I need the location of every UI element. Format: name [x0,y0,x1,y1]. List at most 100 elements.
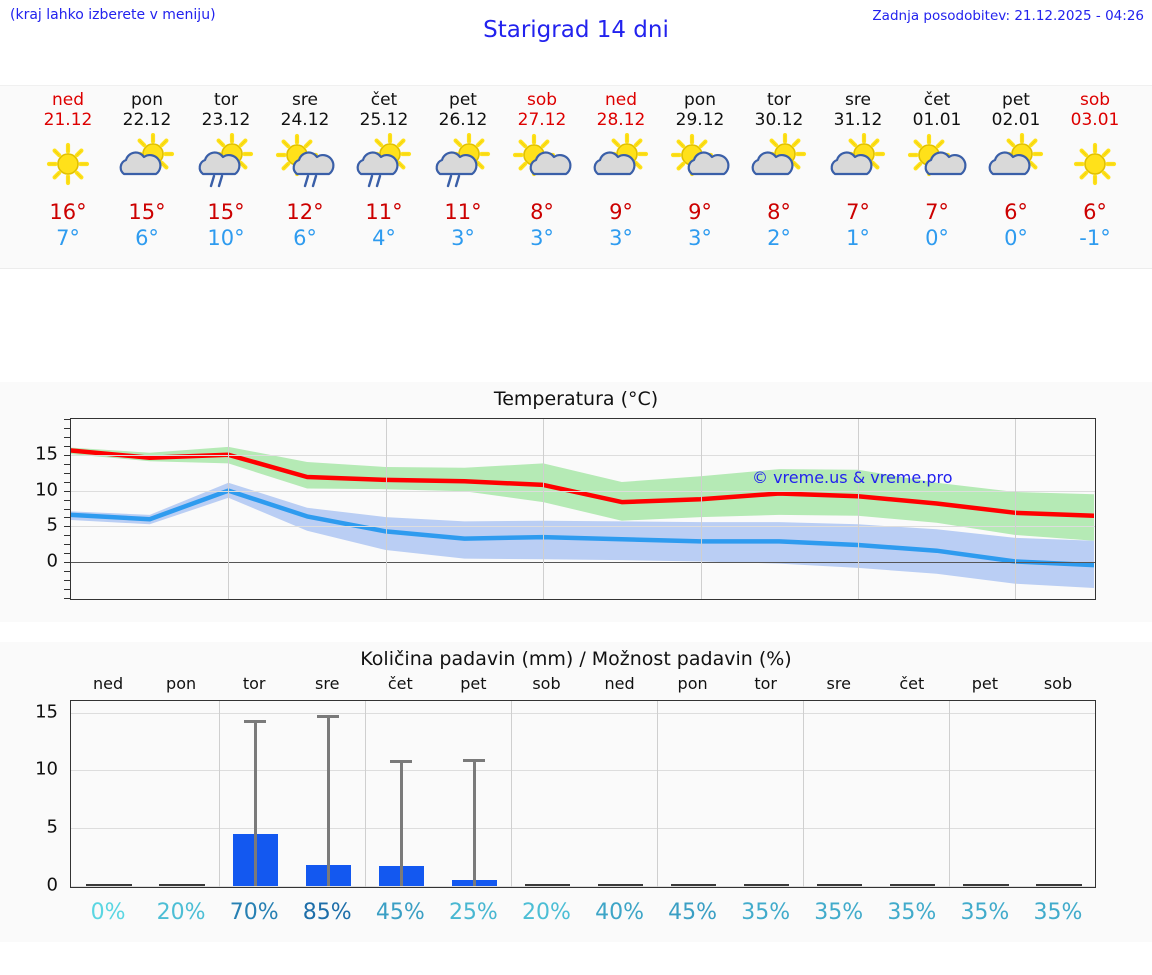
precipitation-bar[interactable] [1036,884,1082,886]
forecast-max-temp: 7° [925,200,949,224]
temperature-day-separator [700,419,702,599]
precipitation-bar[interactable] [817,884,863,886]
temperature-day-separator [228,419,230,599]
temperature-y-tick-label: 5 [46,514,58,536]
temperature-axis-tick [64,445,71,447]
temperature-axis-tick [64,571,71,573]
forecast-day-date: 25.12 [359,110,409,130]
forecast-day-column[interactable]: sre 31.12 7° 1° [819,86,898,251]
temperature-axis-tick [64,598,71,599]
forecast-day-name: sob [526,90,558,110]
copyright-label: © vreme.us & vreme.pro [752,468,953,487]
temperature-axis-tick [64,526,71,528]
precipitation-day-label: ned [604,674,635,693]
precipitation-probability-label: 0% [90,900,126,925]
precipitation-probability-label: 70% [229,900,279,925]
precipitation-plot-area [70,700,1096,888]
temperature-axis-tick [64,499,71,501]
precipitation-day-label: sre [315,674,340,693]
forecast-day-name: tor [213,90,239,110]
forecast-day-column[interactable]: pet 02.01 6° 0° [977,86,1056,251]
forecast-min-temp: 6° [135,226,159,250]
forecast-max-temp: 15° [207,200,245,224]
forecast-min-temp: -1° [1079,226,1111,250]
forecast-day-column[interactable]: sob 03.01 6° -1° [1056,86,1135,251]
temperature-axis-tick [64,544,71,546]
precipitation-y-tick-label: 15 [35,701,58,723]
forecast-max-temp: 9° [609,200,633,224]
forecast-day-column[interactable]: ned 28.12 9° 3° [582,86,661,251]
precipitation-chart-panel: Količina padavin (mm) / Možnost padavin … [0,642,1152,942]
forecast-day-column[interactable]: pon 22.12 15° 6° [108,86,187,251]
forecast-max-temp: 9° [688,200,712,224]
precipitation-probability-label: 35% [1033,900,1083,925]
location-menu-note: (kraj lahko izberete v meniju) [10,7,216,23]
precipitation-bar[interactable] [86,884,132,886]
forecast-min-temp: 4° [372,226,396,250]
forecast-day-column[interactable]: čet 25.12 11° 4° [345,86,424,251]
temperature-day-separator [385,419,387,599]
precipitation-day-label: tor [754,674,777,693]
temperature-axis-tick [64,535,71,537]
forecast-max-temp: 7° [846,200,870,224]
temperature-series-svg [71,446,1094,588]
temperature-axis-tick [64,589,71,591]
precipitation-probability-label: 35% [741,900,791,925]
precipitation-day-separator [218,701,220,887]
forecast-day-date: 27.12 [517,110,567,130]
forecast-day-date: 28.12 [596,110,646,130]
precipitation-bar[interactable] [524,884,571,886]
forecast-day-column[interactable]: pet 26.12 11° 3° [424,86,503,251]
weather-sun-icon [1056,133,1135,195]
forecast-day-column[interactable]: ned 21.12 16° 7° [29,86,108,251]
precipitation-gridline [71,712,1095,714]
weather-sun-cloud-right-rain-icon [345,133,424,195]
precipitation-probability-label: 20% [522,900,571,925]
precipitation-gridline [71,770,1095,772]
forecast-day-name: ned [51,90,85,110]
precipitation-bar[interactable] [890,884,936,886]
forecast-day-date: 21.12 [43,110,93,130]
precipitation-bar[interactable] [670,884,717,886]
precipitation-error-bar-cap [317,714,340,718]
precipitation-error-bar [326,714,330,886]
forecast-min-temp: 10° [207,226,245,250]
precipitation-y-tick-label: 0 [46,874,58,896]
temperature-range-band [71,482,1094,588]
forecast-day-column[interactable]: čet 01.01 7° 0° [898,86,977,251]
temperature-chart-panel: Temperatura (°C) © vreme.us & vreme.pro … [0,382,1152,622]
precipitation-day-label: sre [826,674,851,693]
precipitation-day-label: pon [677,674,708,693]
forecast-day-column[interactable]: sre 24.12 12° 6° [266,86,345,251]
temperature-axis-tick [64,463,71,465]
precipitation-bar[interactable] [744,884,790,886]
temperature-plot-area [64,418,1096,600]
temperature-axis-tick [64,490,71,492]
weather-sun-cloud-right-icon [108,133,187,195]
temperature-day-separator [543,419,545,599]
weather-sun-cloud-right-rain-icon [187,133,266,195]
forecast-day-date: 24.12 [280,110,330,130]
forecast-day-column[interactable]: sob 27.12 8° 3° [503,86,582,251]
temperature-axis-tick [64,517,71,519]
precipitation-day-label: sob [532,674,561,693]
forecast-min-temp: 0° [925,226,949,250]
forecast-day-column[interactable]: tor 23.12 15° 10° [187,86,266,251]
precipitation-bar[interactable] [963,884,1009,886]
precipitation-error-bar [472,758,476,886]
precipitation-day-label: pon [166,674,197,693]
forecast-day-date: 26.12 [438,110,488,130]
precipitation-y-tick-label: 10 [35,758,58,780]
temperature-gridline [71,490,1095,492]
weather-sun-cloud-left-rain-icon [266,133,345,195]
precipitation-probability-label: 85% [302,900,352,925]
forecast-day-column[interactable]: tor 30.12 8° 2° [740,86,819,251]
temperature-axis-tick [64,427,71,429]
page-header: (kraj lahko izberete v meniju) Starigrad… [0,0,1152,58]
forecast-day-column[interactable]: pon 29.12 9° 3° [661,86,740,251]
precipitation-bar[interactable] [159,884,205,886]
precipitation-day-label: pet [971,674,999,693]
precipitation-bar[interactable] [597,884,644,886]
precipitation-error-bar [399,759,403,886]
forecast-day-name: pet [1002,90,1030,110]
